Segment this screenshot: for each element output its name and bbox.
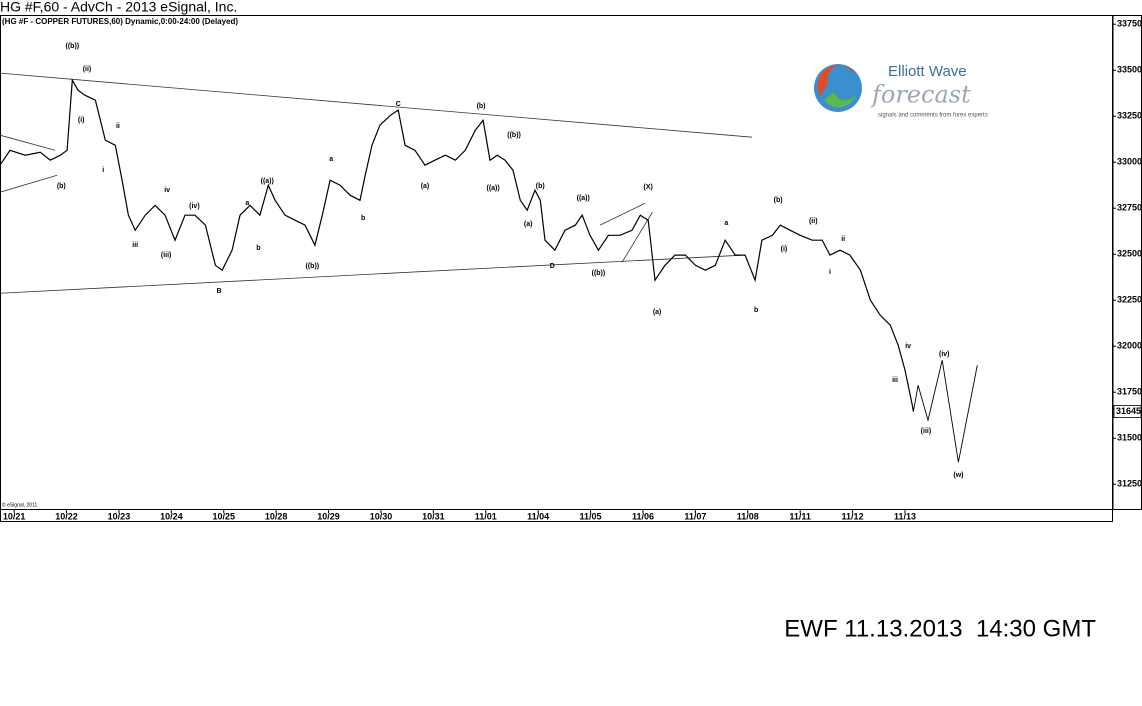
- wave-label: ii: [841, 236, 845, 243]
- logo-tagline: signals and comments from forex experts: [878, 113, 988, 119]
- wave-label: (iii): [161, 252, 172, 259]
- wave-label: ((b)): [507, 132, 521, 139]
- copyright: © eSignal, 2011: [2, 501, 38, 508]
- wave-label: (a): [524, 221, 533, 228]
- wave-label: iii: [132, 242, 138, 249]
- y-tick-label: 32250: [1117, 295, 1142, 305]
- wave-label: iv: [164, 187, 170, 194]
- x-axis-frame: [0, 509, 1113, 522]
- wave-label: a: [724, 220, 728, 227]
- y-tick-label: 33500: [1117, 65, 1142, 75]
- logo-swirl: [817, 65, 856, 96]
- price-line: [0, 78, 914, 412]
- wave-label: (i): [781, 246, 788, 253]
- y-tick-label: 33000: [1117, 157, 1142, 167]
- wave-label: (b): [57, 183, 66, 190]
- x-tick-label: 11/07: [684, 511, 706, 521]
- x-tick-label: 10/24: [160, 511, 183, 521]
- wave-label: D: [550, 263, 555, 270]
- x-tick-label: 10/31: [422, 511, 445, 521]
- x-tick-label: 11/12: [842, 511, 864, 521]
- trendline: [0, 134, 56, 151]
- logo-title: Elliott Wave: [888, 63, 967, 80]
- wave-label: (b): [774, 197, 783, 204]
- wave-label: ((a)): [486, 185, 499, 192]
- wave-label: (iii): [921, 428, 932, 435]
- x-tick-label: 10/25: [212, 511, 235, 521]
- x-tick-label: 10/23: [108, 511, 131, 521]
- wave-label: iii: [892, 377, 898, 384]
- trendline: [621, 212, 653, 263]
- wave-label: ii: [116, 123, 120, 130]
- y-tick-label: 31750: [1117, 387, 1142, 397]
- wave-label: ((b)): [66, 43, 80, 50]
- wave-label: ((a)): [261, 178, 274, 185]
- wave-label: b: [256, 245, 260, 252]
- wave-label: b: [361, 215, 365, 222]
- x-tick-label: 11/13: [894, 511, 916, 521]
- wave-label: ((b)): [592, 270, 606, 277]
- timestamp: EWF 11.13.2013 14:30 GMT: [784, 615, 1096, 642]
- wave-label: (b): [477, 103, 486, 110]
- x-tick-label: 11/11: [789, 511, 811, 521]
- wave-label: (ii): [83, 66, 92, 73]
- wave-label: i: [829, 269, 831, 276]
- wave-label: i: [102, 167, 104, 174]
- chart-title: HG #F,60 - AdvCh - 2013 eSignal, Inc.: [0, 0, 237, 15]
- wave-label: a: [329, 156, 333, 163]
- wave-label: (i): [78, 117, 85, 124]
- trendline: [599, 202, 646, 226]
- wave-label: (ii): [809, 218, 818, 225]
- wave-label: ((b)): [306, 263, 320, 270]
- x-tick-label: 10/21: [3, 511, 26, 521]
- x-tick-label: 11/06: [632, 511, 654, 521]
- y-tick-label: 33250: [1117, 111, 1142, 121]
- x-tick-label: 11/08: [737, 511, 759, 521]
- wave-label: (a): [653, 309, 662, 316]
- logo: forecast Elliott Wave forecast signals a…: [814, 63, 988, 119]
- chart-subtitle: (HG #F - COPPER FUTURES,60) Dynamic,0:00…: [2, 17, 238, 26]
- wave-label: ((a)): [577, 195, 590, 202]
- wave-label: iv: [905, 343, 911, 350]
- wave-label: (w): [953, 472, 963, 479]
- y-tick-label: 32500: [1117, 249, 1142, 259]
- projection-line: [912, 360, 978, 463]
- trendline: [0, 254, 740, 294]
- trendline: [0, 72, 752, 138]
- x-tick-label: 10/22: [55, 511, 78, 521]
- wave-label: (b): [536, 183, 545, 190]
- y-tick-label: 33750: [1117, 19, 1142, 29]
- y-tick-label: 31500: [1117, 433, 1142, 443]
- x-tick-label: 11/01: [475, 511, 497, 521]
- x-tick-label: 10/29: [317, 511, 340, 521]
- last-price-box: [1113, 405, 1142, 418]
- x-tick-label: 10/28: [265, 511, 288, 521]
- wave-label: (iv): [189, 203, 200, 210]
- x-tick-label: 10/30: [370, 511, 393, 521]
- x-tick-label: 11/05: [580, 511, 602, 521]
- wave-label: a: [245, 200, 249, 207]
- wave-label: b: [754, 307, 758, 314]
- wave-label: C: [396, 101, 401, 108]
- y-tick-label: 32000: [1117, 341, 1142, 351]
- last-price-label: 31645: [1116, 406, 1141, 416]
- y-tick-label: 32750: [1117, 203, 1142, 213]
- logo-subtitle: forecast: [870, 81, 971, 109]
- wave-label: B: [217, 288, 222, 295]
- trendline: [0, 174, 58, 193]
- wave-label: (X): [644, 184, 653, 191]
- y-axis-frame: [1112, 15, 1142, 510]
- wave-label: (a): [421, 183, 430, 190]
- logo-swirl: [824, 92, 856, 108]
- y-tick-label: 31250: [1117, 479, 1142, 489]
- x-tick-label: 11/04: [527, 511, 549, 521]
- plot-frame: [0, 15, 1113, 510]
- wave-label: (iv): [939, 351, 950, 358]
